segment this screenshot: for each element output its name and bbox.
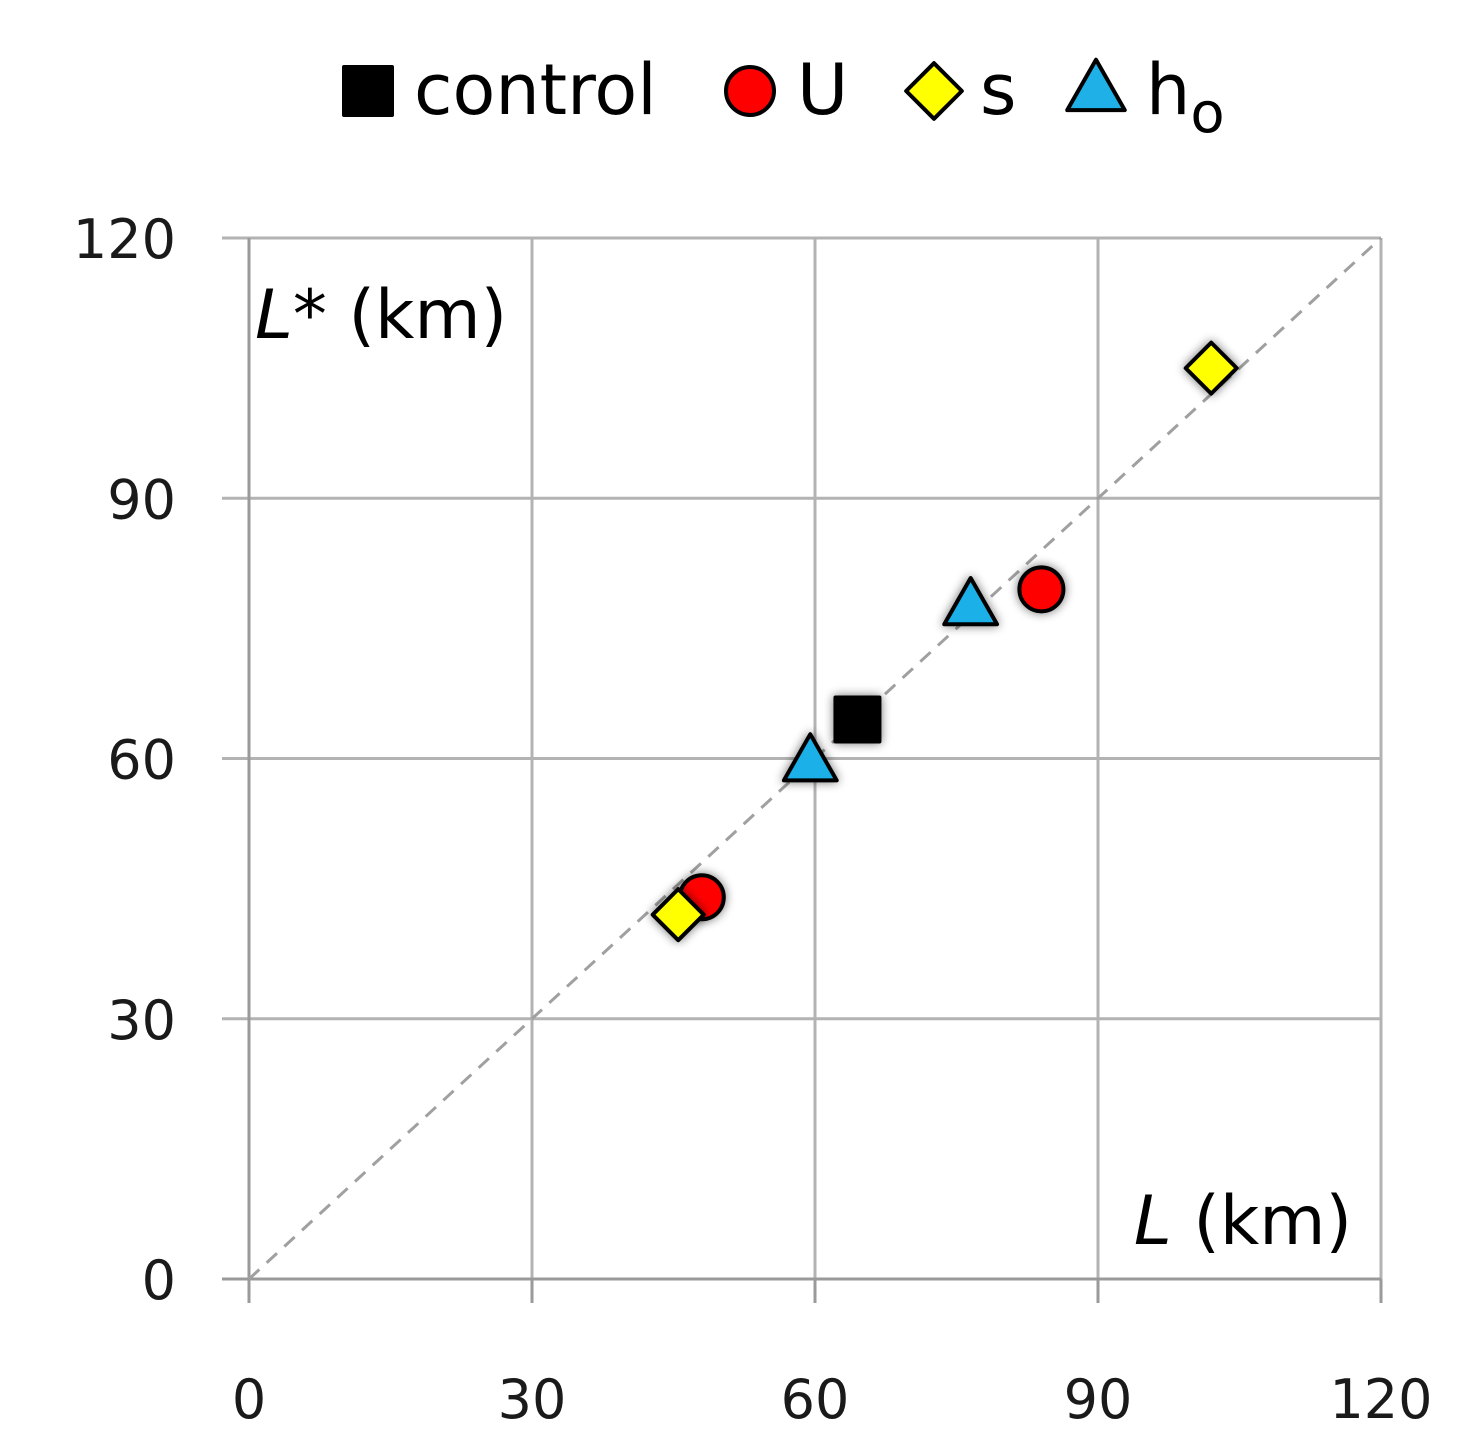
x-tick-label-30: 30 xyxy=(498,1368,567,1431)
x-axis-label: L (km) xyxy=(1134,1182,1352,1261)
y-axis-label: L* (km) xyxy=(255,276,507,355)
axes xyxy=(222,238,1383,1303)
data-markers xyxy=(650,340,1239,943)
y-tick-label-90: 90 xyxy=(107,468,176,531)
y-axis-label-rest: * (km) xyxy=(293,276,507,355)
y-tick-label-0: 0 xyxy=(142,1249,176,1312)
marker-triangle-h-0 xyxy=(781,732,839,783)
legend-label-h: ho xyxy=(1146,49,1225,146)
legend-marker-U xyxy=(724,65,776,117)
legend-marker-control xyxy=(342,65,394,117)
legend-label-s: s xyxy=(980,49,1016,131)
x-tick-label-90: 90 xyxy=(1064,1368,1133,1431)
marker-diamond-s-1 xyxy=(1183,340,1239,396)
x-tick-label-60: 60 xyxy=(781,1368,850,1431)
legend-marker-s xyxy=(904,61,964,121)
x-axis-label-rest: (km) xyxy=(1172,1182,1352,1261)
tick-labels: 0 30 60 90 120 0 30 60 90 120 xyxy=(73,208,1433,1431)
marker-triangle-h-1 xyxy=(942,576,1000,627)
y-tick-label-60: 60 xyxy=(107,729,176,792)
legend-label-U: U xyxy=(797,49,848,131)
legend-marker-h xyxy=(1065,57,1127,113)
y-tick-label-120: 120 xyxy=(73,208,176,271)
marker-diamond-s-0 xyxy=(650,887,706,943)
marker-circle-U-1 xyxy=(1017,565,1066,614)
x-tick-label-0: 0 xyxy=(232,1368,266,1431)
x-tick-label-120: 120 xyxy=(1329,1368,1432,1431)
y-tick-label-30: 30 xyxy=(107,989,176,1052)
legend-label-control: control xyxy=(414,49,657,131)
marker-square-control-0 xyxy=(833,695,882,744)
